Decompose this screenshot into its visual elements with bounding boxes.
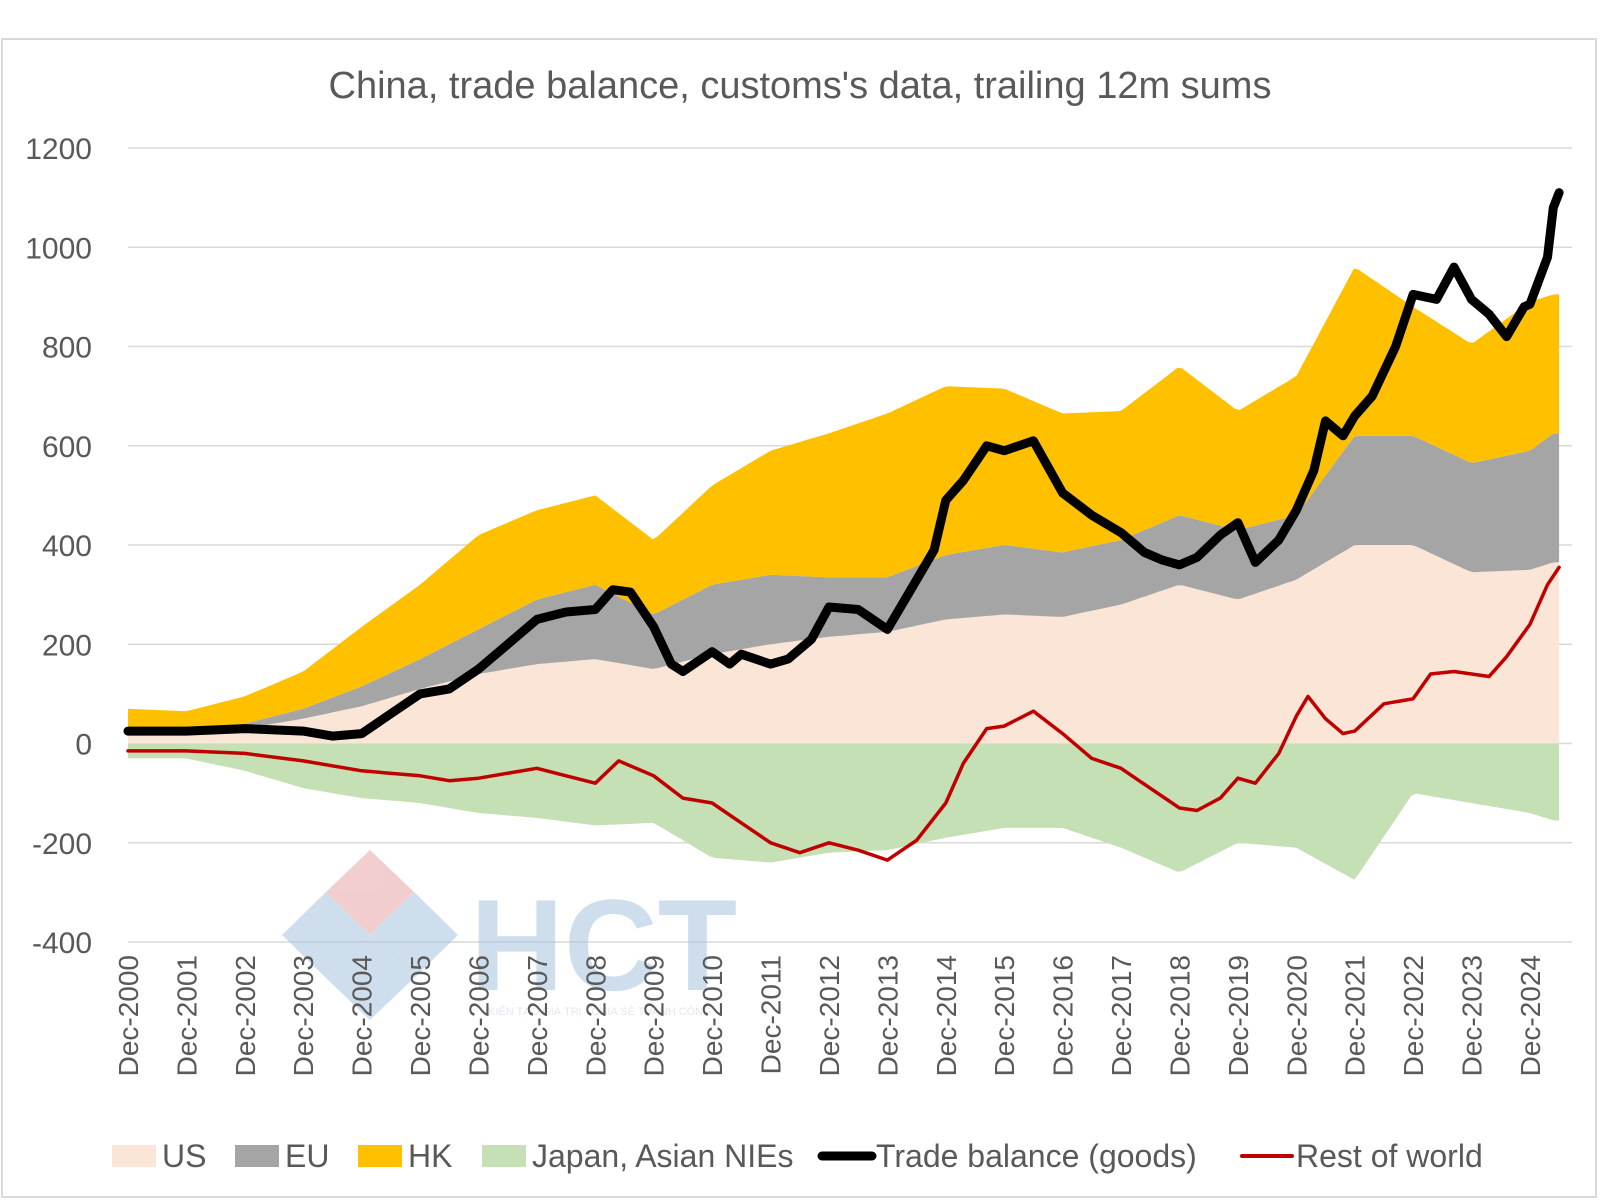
x-tick-label: Dec-2002 <box>230 955 261 1076</box>
x-tick-label: Dec-2001 <box>171 955 202 1076</box>
x-tick-label: Dec-2014 <box>931 955 962 1076</box>
legend: US EU HK Japan, Asian NIEs Trade balance (go… <box>112 1138 1483 1174</box>
x-tick-label: Dec-2012 <box>814 955 845 1076</box>
legend-label: Trade balance (goods) <box>876 1138 1197 1174</box>
x-tick-label: Dec-2007 <box>522 955 553 1076</box>
watermark-diamond-top <box>326 850 414 935</box>
watermark-slogan: KIẾN TẠO GIÁ TRỊ - CHIA SẺ THÀNH CÔNG <box>488 1005 712 1018</box>
x-tick-label: Dec-2020 <box>1281 955 1312 1076</box>
y-tick-label: 400 <box>42 530 92 563</box>
x-tick-label: Dec-2004 <box>347 955 378 1076</box>
legend-swatch <box>358 1145 402 1167</box>
x-tick-label: Dec-2019 <box>1223 955 1254 1076</box>
x-tick-label: Dec-2021 <box>1340 955 1371 1076</box>
legend-label: HK <box>408 1138 452 1174</box>
watermark-diamond-bottom <box>326 935 414 1020</box>
watermark-logo: HCT KIẾN TẠO GIÁ TRỊ - CHIA SẺ THÀNH CÔN… <box>282 850 737 1020</box>
x-tick-label: Dec-2016 <box>1048 955 1079 1076</box>
x-tick-label: Dec-2003 <box>288 955 319 1076</box>
legend-item-hk: HK <box>358 1138 452 1174</box>
line-rest-of-world <box>126 565 1561 862</box>
x-tick-label: Dec-2000 <box>113 955 144 1076</box>
legend-swatch <box>482 1145 526 1167</box>
watermark-logo-text: HCT <box>470 872 737 1018</box>
y-tick-label: 800 <box>42 332 92 365</box>
chart-title: China, trade balance, customs's data, tr… <box>329 65 1272 107</box>
line-trade-balance-goods- <box>123 188 1564 741</box>
y-tick-label: 200 <box>42 629 92 662</box>
y-axis-ticks: -400 -200 0 200 400 600 800 1000 1200 <box>25 133 92 960</box>
y-tick-label: -200 <box>32 828 92 861</box>
x-axis-ticks: Dec-2000 Dec-2001 Dec-2002 Dec-2003 Dec-2004… <box>113 955 1546 1076</box>
x-tick-label: Dec-2022 <box>1398 955 1429 1076</box>
y-tick-label: -400 <box>32 927 92 960</box>
x-tick-label: Dec-2005 <box>405 955 436 1076</box>
legend-item-eu: EU <box>235 1138 329 1174</box>
x-tick-label: Dec-2006 <box>463 955 494 1076</box>
y-tick-label: 1200 <box>25 133 92 166</box>
legend-swatch <box>112 1145 156 1167</box>
area-us <box>128 545 1560 744</box>
x-tick-label: Dec-2013 <box>872 955 903 1076</box>
legend-item-us: US <box>112 1138 206 1174</box>
area-eu <box>128 433 1560 732</box>
legend-item-rest-of-world: Rest of world <box>1240 1138 1483 1174</box>
x-tick-label: Dec-2011 <box>756 955 787 1074</box>
x-tick-label: Dec-2008 <box>580 955 611 1076</box>
legend-label: EU <box>285 1138 329 1174</box>
area-series <box>128 268 1560 880</box>
line-series <box>123 188 1564 862</box>
y-tick-label: 600 <box>42 431 92 464</box>
legend-label: US <box>162 1138 206 1174</box>
legend-label: Rest of world <box>1296 1138 1483 1174</box>
legend-item-japan-asian-nies: Japan, Asian NIEs <box>482 1138 793 1174</box>
x-tick-label: Dec-2009 <box>639 955 670 1076</box>
y-tick-label: 0 <box>75 729 92 762</box>
x-tick-label: Dec-2018 <box>1164 955 1195 1076</box>
x-tick-label: Dec-2017 <box>1106 955 1137 1076</box>
x-tick-label: Dec-2023 <box>1457 955 1488 1076</box>
legend-label: Japan, Asian NIEs <box>532 1138 793 1174</box>
legend-swatch <box>235 1145 279 1167</box>
x-tick-label: Dec-2024 <box>1515 955 1546 1076</box>
area-hk <box>128 268 1560 729</box>
x-tick-label: Dec-2015 <box>989 955 1020 1076</box>
legend-item-trade-balance-goods-: Trade balance (goods) <box>817 1138 1197 1174</box>
x-tick-label: Dec-2010 <box>697 955 728 1076</box>
y-tick-label: 1000 <box>25 232 92 265</box>
area-japan-asian-nies <box>128 743 1560 880</box>
